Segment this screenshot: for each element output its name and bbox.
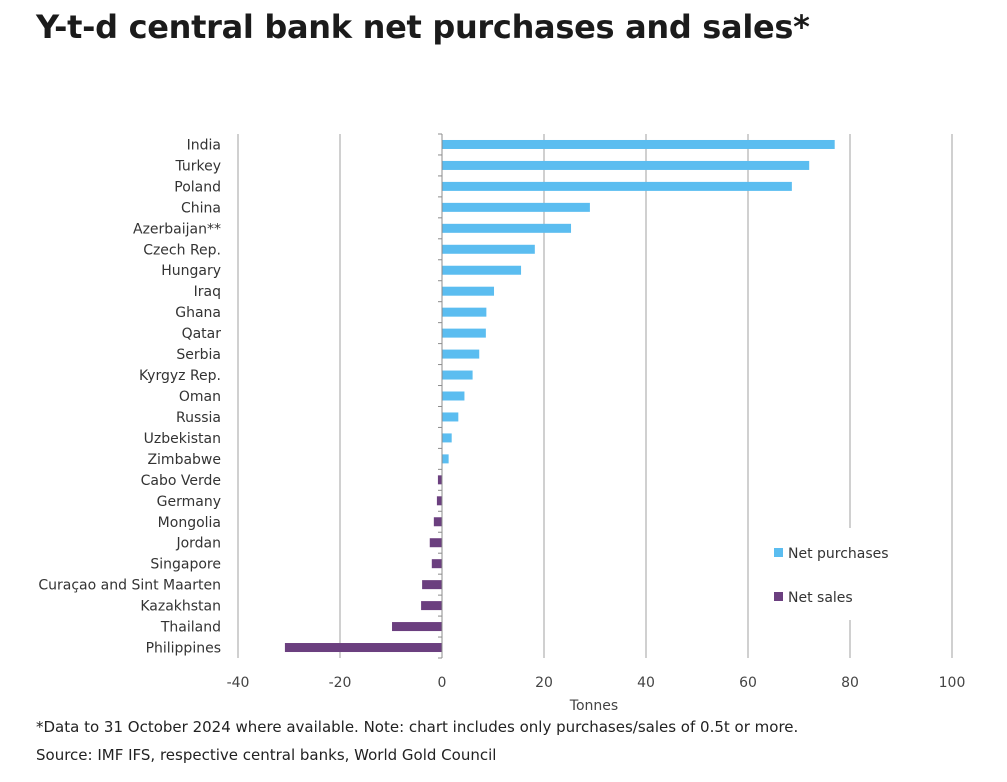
bar — [442, 349, 480, 359]
legend-swatch-net-purchases — [774, 548, 783, 557]
x-tick-label: 80 — [841, 675, 859, 691]
x-tick-label: 0 — [438, 675, 447, 691]
bars — [284, 139, 835, 653]
category-label: Serbia — [176, 347, 221, 363]
x-tick-label: 20 — [535, 675, 553, 691]
bar — [442, 454, 449, 464]
legend-swatch-net-sales — [774, 592, 783, 601]
x-tick-label: 100 — [939, 675, 966, 691]
source-note: Source: IMF IFS, respective central bank… — [36, 746, 497, 764]
category-label: Curaçao and Sint Maarten — [38, 578, 221, 594]
legend-label-net-sales: Net sales — [788, 590, 853, 606]
bar — [442, 328, 486, 338]
category-label: Thailand — [160, 620, 221, 636]
bar — [442, 307, 487, 317]
category-label: Mongolia — [158, 515, 221, 531]
bar — [442, 139, 835, 149]
category-axis — [438, 133, 443, 659]
footnote: *Data to 31 October 2024 where available… — [36, 718, 799, 736]
legend-label-net-purchases: Net purchases — [788, 546, 889, 562]
category-label: Uzbekistan — [144, 431, 221, 447]
x-tick-label: 60 — [739, 675, 757, 691]
page-title: Y-t-d central bank net purchases and sal… — [36, 8, 810, 46]
category-label: Jordan — [175, 536, 221, 552]
category-label: Kyrgyz Rep. — [139, 368, 221, 384]
category-label: Singapore — [150, 557, 221, 573]
bar — [442, 433, 452, 443]
category-label: China — [181, 200, 221, 216]
category-label: Hungary — [161, 263, 221, 279]
category-label: Qatar — [182, 326, 222, 342]
category-labels: India Turkey Poland China Azerbaijan** Czech … — [38, 137, 221, 656]
bar — [437, 475, 442, 485]
category-label: Russia — [176, 410, 221, 426]
bar — [433, 517, 442, 527]
x-tick-labels: -40 -20 0 20 40 60 80 100 — [227, 675, 966, 691]
bar — [284, 643, 442, 653]
bar — [442, 244, 535, 254]
category-label: Ghana — [175, 305, 221, 321]
category-label: Poland — [174, 179, 221, 195]
bar — [442, 181, 792, 191]
category-label: Germany — [157, 494, 221, 510]
category-label: Kazakhstan — [140, 599, 221, 615]
x-tick-label: 40 — [637, 675, 655, 691]
bar — [392, 622, 442, 632]
bar — [421, 601, 442, 611]
category-label: Zimbabwe — [147, 452, 221, 468]
legend: Net purchases Net sales — [762, 528, 892, 620]
x-axis-title: Tonnes — [569, 698, 618, 714]
category-label: Azerbaijan** — [133, 221, 221, 237]
category-label: Oman — [179, 389, 221, 405]
bar — [442, 412, 459, 422]
bar-chart: India Turkey Poland China Azerbaijan** Czech … — [38, 133, 966, 714]
category-label: Turkey — [174, 158, 221, 174]
bar — [431, 559, 442, 569]
x-tick-label: -40 — [227, 675, 250, 691]
bar — [442, 202, 590, 212]
category-label: Czech Rep. — [143, 242, 221, 258]
legend-background — [762, 528, 892, 620]
bar — [442, 370, 473, 380]
category-label: India — [187, 137, 221, 153]
bar — [442, 223, 572, 233]
x-tick-label: -20 — [329, 675, 352, 691]
category-label: Iraq — [194, 284, 221, 300]
bar — [442, 286, 495, 296]
category-label: Cabo Verde — [141, 473, 221, 489]
bar — [422, 580, 442, 590]
bar — [442, 265, 522, 275]
category-label: Philippines — [146, 641, 221, 657]
bar — [436, 496, 442, 506]
bar — [442, 160, 810, 170]
bar — [429, 538, 442, 548]
bar — [442, 391, 465, 401]
